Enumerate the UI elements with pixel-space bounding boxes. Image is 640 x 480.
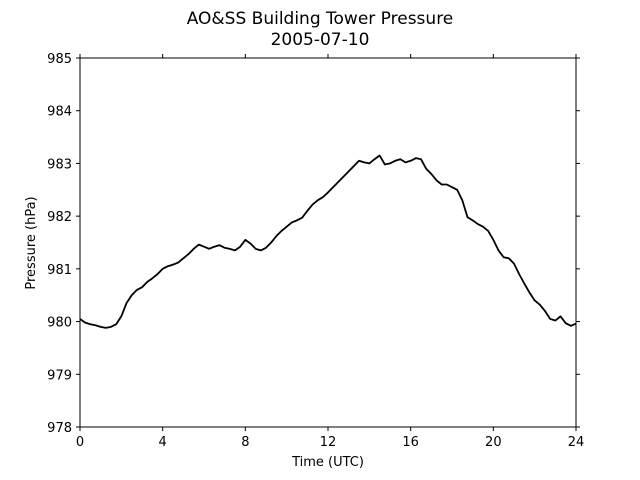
y-tick-label: 981 [47,263,72,278]
y-tick-label: 982 [47,210,72,225]
y-tick-label: 985 [47,52,72,67]
y-tick-label: 978 [47,421,72,436]
x-tick-label: 20 [485,435,502,450]
x-tick-label: 8 [241,435,249,450]
y-tick-label: 983 [47,157,72,172]
x-tick-label: 4 [159,435,167,450]
x-axis-label: Time (UTC) [291,455,364,470]
y-tick-label: 984 [47,105,72,120]
y-axis-label: Pressure (hPa) [24,196,39,289]
x-tick-label: 12 [320,435,337,450]
plot-frame [79,57,577,428]
chart-title: AO&SS Building Tower Pressure [187,9,454,29]
x-tick-label: 24 [568,435,585,450]
chart-subtitle: 2005-07-10 [271,30,370,50]
series-group [79,154,577,329]
y-tick-label: 980 [47,316,72,331]
axis-ticks: 0 4 8 12 16 20 24 978 979 980 981 982 983 984 985 [47,52,584,450]
x-tick-label: 16 [402,435,419,450]
x-tick-label: 0 [76,435,84,450]
y-tick-label: 979 [47,368,72,383]
pressure-series-line [79,154,577,329]
